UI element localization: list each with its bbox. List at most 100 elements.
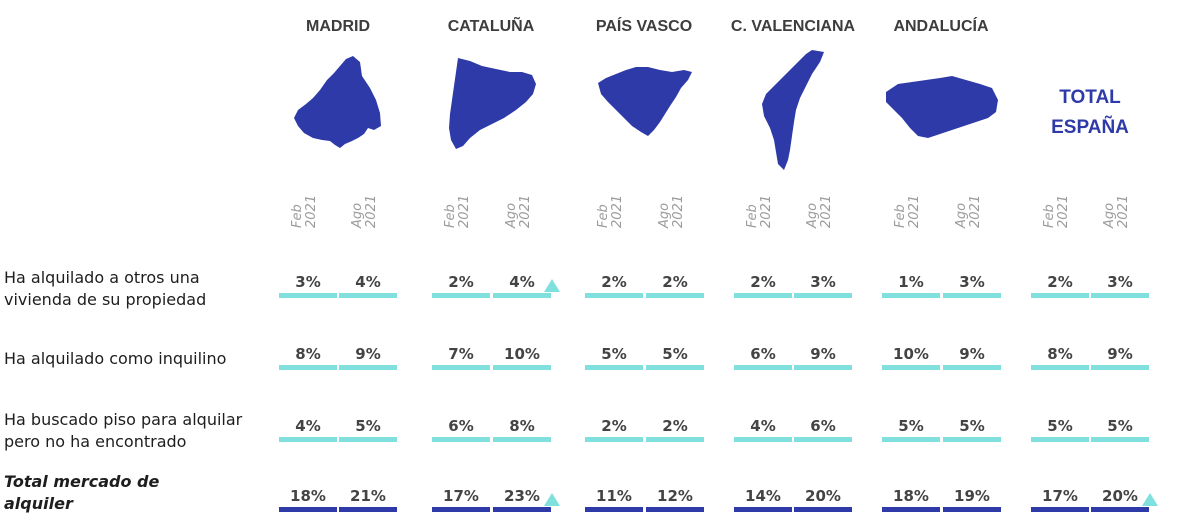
period-label-line: 2021 [819, 195, 834, 228]
value-label-andalucia-feb: 18% [893, 487, 929, 505]
value-label-total-espana-feb: 17% [1042, 487, 1078, 505]
value-label-pais-vasco-ago: 2% [662, 273, 687, 291]
value-bar-total-espana-feb [1031, 365, 1089, 370]
period-label-line: Ago [350, 203, 365, 229]
value-bar-madrid-feb [279, 437, 337, 442]
value-bar-valenciana-feb [734, 507, 792, 512]
value-label-valenciana-feb: 14% [745, 487, 781, 505]
value-bar-pais-vasco-ago [646, 293, 704, 298]
value-label-andalucia-feb: 1% [898, 273, 923, 291]
value-bar-total-espana-feb [1031, 507, 1089, 512]
period-label-cataluna-feb: Feb 2021 [443, 195, 472, 228]
value-bar-cataluna-feb [432, 293, 490, 298]
value-label-total-espana-ago: 9% [1107, 345, 1132, 363]
value-label-pais-vasco-feb: 11% [596, 487, 632, 505]
period-label-line: Feb [1042, 204, 1057, 228]
value-bar-andalucia-ago [943, 293, 1001, 298]
period-label-total-espana-ago: Ago 2021 [1102, 195, 1131, 229]
value-label-cataluna-feb: 17% [443, 487, 479, 505]
value-label-pais-vasco-ago: 12% [657, 487, 693, 505]
value-label-pais-vasco-ago: 5% [662, 345, 687, 363]
value-label-valenciana-ago: 3% [810, 273, 835, 291]
value-cells: 3% 4% 2% 4% 2% 2% 2% 3% 1% 3% 2% 3% 8% 9% 7% 10% 5% 5% 6% 9… [279, 273, 1158, 512]
period-label-line: 2021 [968, 195, 983, 228]
value-label-pais-vasco-feb: 2% [601, 417, 626, 435]
value-bar-total-espana-ago [1091, 437, 1149, 442]
value-bar-pais-vasco-feb [585, 365, 643, 370]
value-bar-valenciana-feb [734, 365, 792, 370]
value-bar-andalucia-ago [943, 507, 1001, 512]
value-label-madrid-feb: 8% [295, 345, 320, 363]
period-label-valenciana-feb: Feb 2021 [745, 195, 774, 228]
value-bar-cataluna-feb [432, 507, 490, 512]
value-label-cataluna-ago: 10% [504, 345, 540, 363]
period-label-andalucia-ago: Ago 2021 [954, 195, 983, 229]
row-label-2: Ha alquilado como inquilino [4, 349, 226, 368]
period-label-line: 2021 [759, 195, 774, 228]
value-label-valenciana-feb: 2% [750, 273, 775, 291]
value-bar-andalucia-ago [943, 437, 1001, 442]
region-name-pais-vasco: PAÍS VASCO [596, 16, 692, 35]
period-label-line: Ago [805, 203, 820, 229]
period-label-line: 2021 [457, 195, 472, 228]
period-label-line: 2021 [304, 195, 319, 228]
value-bar-cataluna-ago [493, 437, 551, 442]
period-label-total-espana-feb: Feb 2021 [1042, 195, 1071, 228]
value-bar-madrid-feb [279, 507, 337, 512]
value-label-pais-vasco-ago: 2% [662, 417, 687, 435]
value-label-total-espana-feb: 8% [1047, 345, 1072, 363]
value-label-cataluna-feb: 2% [448, 273, 473, 291]
value-bar-valenciana-ago [794, 437, 852, 442]
value-label-cataluna-feb: 6% [448, 417, 473, 435]
madrid-map-icon [294, 56, 381, 148]
value-label-total-espana-ago: 3% [1107, 273, 1132, 291]
value-bar-total-espana-ago [1091, 293, 1149, 298]
period-label-line: Ago [504, 203, 519, 229]
value-bar-pais-vasco-feb [585, 507, 643, 512]
value-bar-cataluna-ago [493, 293, 551, 298]
period-label-line: 2021 [518, 195, 533, 228]
row-label-1: Ha alquilado a otros una [4, 268, 200, 287]
value-bar-pais-vasco-feb [585, 293, 643, 298]
period-label-line: 2021 [610, 195, 625, 228]
period-label-madrid-feb: Feb 2021 [290, 195, 319, 228]
period-label-pais-vasco-feb: Feb 2021 [596, 195, 625, 228]
triangle-up-icon [1142, 493, 1158, 506]
value-label-andalucia-feb: 10% [893, 345, 929, 363]
value-label-cataluna-ago: 8% [509, 417, 534, 435]
value-bar-pais-vasco-ago [646, 365, 704, 370]
value-label-valenciana-ago: 9% [810, 345, 835, 363]
value-label-cataluna-ago: 4% [509, 273, 534, 291]
value-label-madrid-ago: 5% [355, 417, 380, 435]
region-name-cataluna: CATALUÑA [448, 15, 535, 35]
value-bar-total-espana-feb [1031, 437, 1089, 442]
value-label-madrid-ago: 9% [355, 345, 380, 363]
value-bar-valenciana-ago [794, 507, 852, 512]
pais-vasco-map-icon [598, 67, 692, 136]
period-label-line: Ago [1102, 203, 1117, 229]
value-label-pais-vasco-feb: 5% [601, 345, 626, 363]
period-label-line: Ago [954, 203, 969, 229]
row-label-3: pero no ha encontrado [4, 432, 186, 451]
value-label-pais-vasco-feb: 2% [601, 273, 626, 291]
value-label-madrid-feb: 4% [295, 417, 320, 435]
value-bar-total-espana-feb [1031, 293, 1089, 298]
value-label-cataluna-ago: 23% [504, 487, 540, 505]
row-label-4: alquiler [4, 494, 74, 513]
value-label-madrid-ago: 4% [355, 273, 380, 291]
value-label-andalucia-ago: 19% [954, 487, 990, 505]
value-label-madrid-ago: 21% [350, 487, 386, 505]
period-label-line: Feb [745, 204, 760, 228]
value-bar-valenciana-ago [794, 293, 852, 298]
value-label-total-espana-feb: 5% [1047, 417, 1072, 435]
value-label-madrid-feb: 18% [290, 487, 326, 505]
value-label-valenciana-feb: 4% [750, 417, 775, 435]
value-bar-andalucia-feb [882, 437, 940, 442]
valenciana-map-icon [762, 50, 824, 170]
period-label-line: Feb [893, 204, 908, 228]
value-bar-valenciana-feb [734, 437, 792, 442]
period-label-valenciana-ago: Ago 2021 [805, 195, 834, 229]
value-label-valenciana-ago: 20% [805, 487, 841, 505]
period-labels: Feb 2021 Ago 2021 Feb 2021 Ago 2021 Feb 2021 Ago 20… [290, 195, 1131, 229]
total-espana-title-line2: ESPAÑA [1051, 116, 1129, 138]
